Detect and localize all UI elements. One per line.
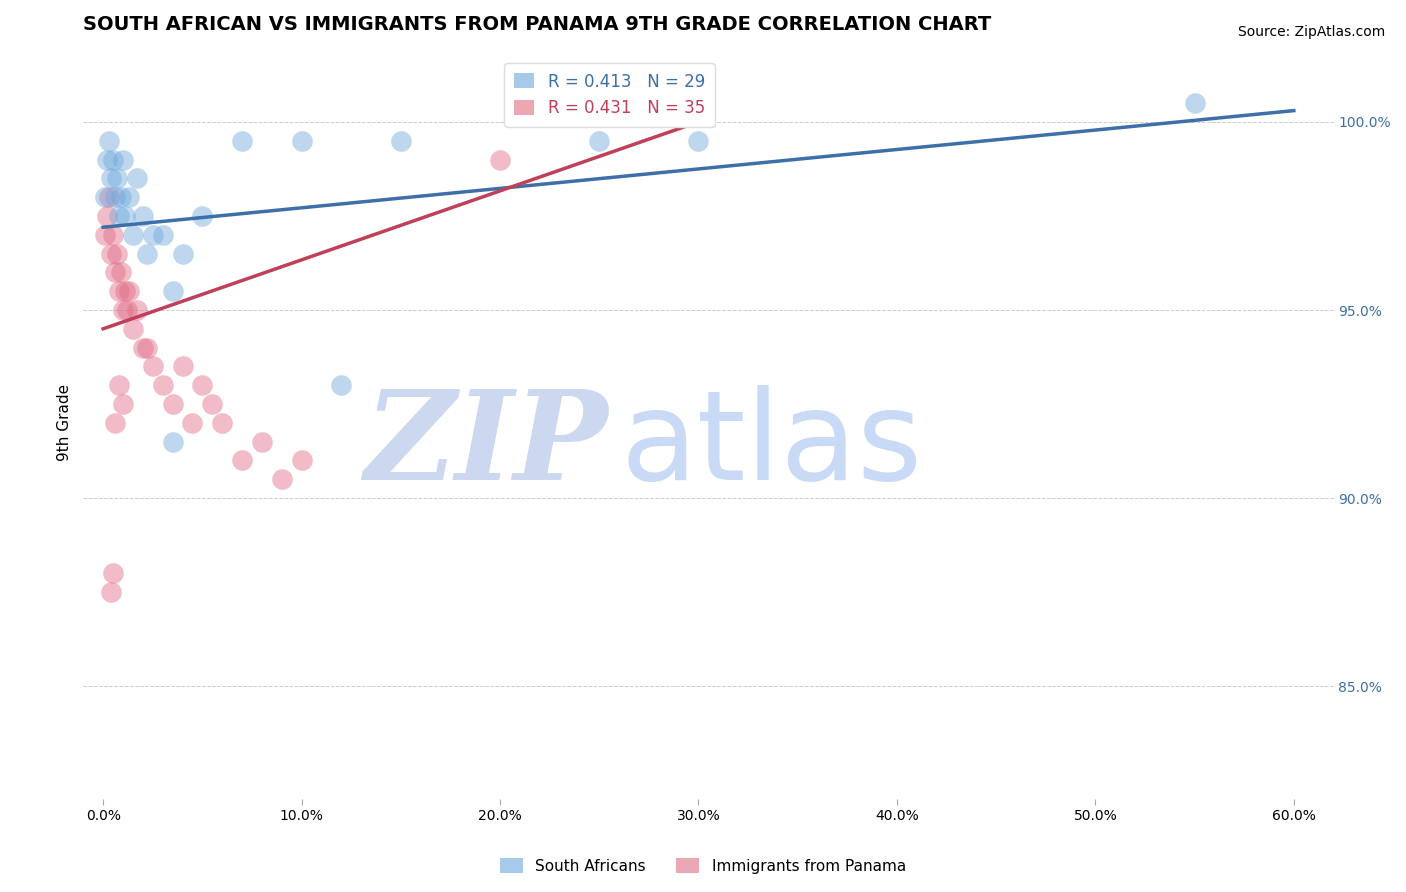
Point <box>135 246 157 260</box>
Point <box>142 227 165 242</box>
Point <box>125 171 148 186</box>
Point <box>181 416 204 430</box>
Point <box>688 134 710 148</box>
Point <box>125 303 148 318</box>
Point <box>211 416 233 430</box>
Point <box>111 153 134 167</box>
Point <box>122 322 145 336</box>
Point <box>110 190 132 204</box>
Point <box>100 585 122 599</box>
Point <box>152 227 174 242</box>
Legend: South Africans, Immigrants from Panama: South Africans, Immigrants from Panama <box>494 852 912 880</box>
Point <box>270 472 292 486</box>
Point <box>114 209 136 223</box>
Point <box>100 246 122 260</box>
Point <box>1184 96 1206 111</box>
Point <box>142 359 165 374</box>
Text: ZIP: ZIP <box>364 384 609 506</box>
Text: Source: ZipAtlas.com: Source: ZipAtlas.com <box>1237 25 1385 39</box>
Point <box>135 341 157 355</box>
Point <box>108 378 131 392</box>
Point <box>108 284 131 298</box>
Point <box>94 190 117 204</box>
Point <box>101 566 124 581</box>
Point <box>101 227 124 242</box>
Point <box>115 303 138 318</box>
Point <box>96 209 118 223</box>
Point <box>108 209 131 223</box>
Point <box>231 134 253 148</box>
Point <box>94 227 117 242</box>
Point <box>101 153 124 167</box>
Text: SOUTH AFRICAN VS IMMIGRANTS FROM PANAMA 9TH GRADE CORRELATION CHART: SOUTH AFRICAN VS IMMIGRANTS FROM PANAMA … <box>83 15 991 34</box>
Point <box>250 434 273 449</box>
Text: atlas: atlas <box>621 385 922 506</box>
Point <box>98 134 121 148</box>
Point <box>110 265 132 279</box>
Y-axis label: 9th Grade: 9th Grade <box>58 384 72 461</box>
Point <box>132 209 155 223</box>
Point <box>290 453 312 467</box>
Point <box>162 284 184 298</box>
Point <box>162 397 184 411</box>
Point <box>152 378 174 392</box>
Point <box>111 303 134 318</box>
Point <box>172 359 194 374</box>
Point <box>330 378 353 392</box>
Point <box>389 134 412 148</box>
Point <box>111 397 134 411</box>
Point <box>162 434 184 449</box>
Point <box>201 397 224 411</box>
Point <box>98 190 121 204</box>
Point <box>290 134 312 148</box>
Point <box>104 416 127 430</box>
Point <box>191 209 214 223</box>
Point <box>191 378 214 392</box>
Point <box>100 171 122 186</box>
Point <box>172 246 194 260</box>
Point <box>122 227 145 242</box>
Point <box>231 453 253 467</box>
Point <box>105 171 128 186</box>
Legend: R = 0.413   N = 29, R = 0.431   N = 35: R = 0.413 N = 29, R = 0.431 N = 35 <box>505 62 714 127</box>
Point <box>114 284 136 298</box>
Point <box>588 134 610 148</box>
Point <box>118 190 141 204</box>
Point <box>104 265 127 279</box>
Point <box>96 153 118 167</box>
Point <box>105 246 128 260</box>
Point <box>118 284 141 298</box>
Point <box>104 190 127 204</box>
Point <box>489 153 512 167</box>
Point <box>132 341 155 355</box>
